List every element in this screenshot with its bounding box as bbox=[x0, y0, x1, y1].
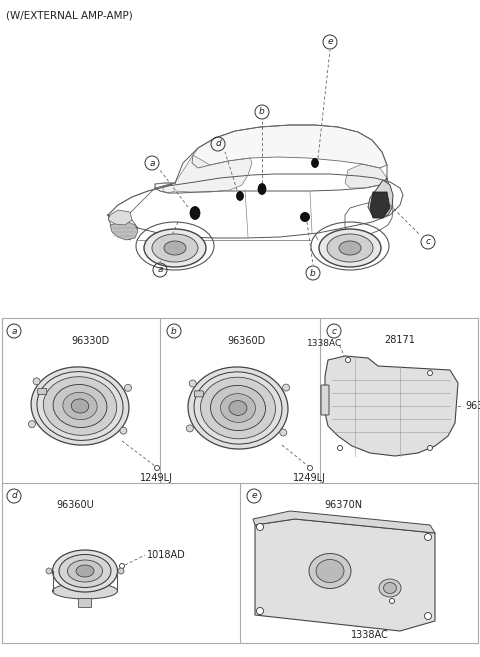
Bar bbox=[2, 318, 478, 643]
Text: 1249LJ: 1249LJ bbox=[140, 473, 173, 483]
Polygon shape bbox=[325, 356, 458, 456]
Circle shape bbox=[120, 427, 127, 434]
Circle shape bbox=[118, 568, 124, 574]
Circle shape bbox=[46, 568, 52, 574]
Ellipse shape bbox=[201, 377, 276, 439]
Text: 96370N: 96370N bbox=[324, 500, 362, 510]
Ellipse shape bbox=[52, 550, 118, 592]
Ellipse shape bbox=[220, 394, 255, 422]
FancyBboxPatch shape bbox=[194, 391, 204, 397]
Ellipse shape bbox=[237, 191, 243, 200]
Text: b: b bbox=[259, 108, 265, 116]
Circle shape bbox=[28, 420, 36, 428]
Ellipse shape bbox=[71, 399, 89, 413]
FancyBboxPatch shape bbox=[321, 385, 329, 415]
Circle shape bbox=[424, 612, 432, 620]
FancyBboxPatch shape bbox=[79, 599, 92, 608]
Polygon shape bbox=[368, 180, 393, 218]
Ellipse shape bbox=[144, 229, 206, 267]
Ellipse shape bbox=[327, 234, 373, 262]
Ellipse shape bbox=[43, 376, 117, 436]
Ellipse shape bbox=[68, 560, 103, 582]
Ellipse shape bbox=[63, 392, 97, 420]
Circle shape bbox=[189, 380, 196, 387]
Text: a: a bbox=[157, 265, 163, 275]
Text: 96371: 96371 bbox=[465, 401, 480, 411]
Text: d: d bbox=[215, 139, 221, 148]
Polygon shape bbox=[110, 222, 138, 240]
Text: 96360U: 96360U bbox=[56, 500, 94, 510]
Ellipse shape bbox=[31, 367, 129, 445]
Polygon shape bbox=[163, 155, 252, 193]
Text: e: e bbox=[327, 37, 333, 47]
Circle shape bbox=[186, 425, 193, 432]
Ellipse shape bbox=[76, 565, 94, 577]
Text: b: b bbox=[171, 327, 177, 336]
Circle shape bbox=[120, 564, 124, 568]
Polygon shape bbox=[253, 511, 435, 533]
Ellipse shape bbox=[316, 560, 344, 583]
Ellipse shape bbox=[384, 583, 396, 593]
Ellipse shape bbox=[258, 183, 266, 194]
Ellipse shape bbox=[319, 229, 381, 267]
Circle shape bbox=[389, 599, 395, 604]
Text: 96330D: 96330D bbox=[71, 336, 109, 346]
Circle shape bbox=[337, 445, 343, 451]
Circle shape bbox=[256, 608, 264, 614]
Circle shape bbox=[256, 524, 264, 530]
Circle shape bbox=[280, 429, 287, 436]
Text: e: e bbox=[251, 491, 257, 501]
Ellipse shape bbox=[164, 241, 186, 255]
Text: 1338AC: 1338AC bbox=[307, 338, 343, 348]
Ellipse shape bbox=[379, 579, 401, 597]
Polygon shape bbox=[192, 125, 387, 168]
Polygon shape bbox=[370, 192, 390, 218]
Circle shape bbox=[308, 466, 312, 470]
Text: b: b bbox=[310, 269, 316, 277]
Circle shape bbox=[428, 445, 432, 451]
Ellipse shape bbox=[211, 386, 265, 430]
Text: 1338AC: 1338AC bbox=[351, 630, 389, 640]
Circle shape bbox=[155, 466, 159, 470]
Ellipse shape bbox=[312, 158, 319, 168]
Circle shape bbox=[283, 384, 289, 391]
Circle shape bbox=[428, 371, 432, 376]
Text: d: d bbox=[11, 491, 17, 501]
Text: a: a bbox=[149, 158, 155, 168]
Circle shape bbox=[124, 384, 132, 392]
Text: (W/EXTERNAL AMP-AMP): (W/EXTERNAL AMP-AMP) bbox=[6, 10, 133, 20]
Text: 1018AD: 1018AD bbox=[147, 550, 186, 560]
Text: 1249LJ: 1249LJ bbox=[293, 473, 326, 483]
Ellipse shape bbox=[53, 384, 107, 428]
Circle shape bbox=[424, 533, 432, 541]
Circle shape bbox=[33, 378, 40, 385]
Ellipse shape bbox=[190, 206, 200, 219]
Ellipse shape bbox=[52, 583, 118, 599]
Polygon shape bbox=[345, 164, 387, 188]
Text: a: a bbox=[11, 327, 17, 336]
Ellipse shape bbox=[152, 234, 198, 262]
Circle shape bbox=[300, 212, 310, 222]
Ellipse shape bbox=[59, 555, 111, 587]
Ellipse shape bbox=[339, 241, 361, 255]
Ellipse shape bbox=[309, 553, 351, 589]
Text: 96360D: 96360D bbox=[227, 336, 265, 346]
Polygon shape bbox=[255, 519, 435, 631]
Text: 28171: 28171 bbox=[384, 335, 415, 345]
Ellipse shape bbox=[229, 401, 247, 415]
Ellipse shape bbox=[188, 367, 288, 449]
Polygon shape bbox=[108, 210, 132, 225]
Text: c: c bbox=[332, 327, 336, 336]
FancyBboxPatch shape bbox=[38, 388, 47, 394]
Circle shape bbox=[346, 357, 350, 363]
Text: c: c bbox=[425, 237, 431, 246]
